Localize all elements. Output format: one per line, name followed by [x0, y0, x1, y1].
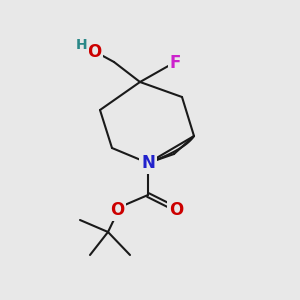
Text: O: O: [169, 201, 183, 219]
Text: H: H: [76, 38, 88, 52]
Text: O: O: [110, 201, 124, 219]
Text: O: O: [87, 43, 101, 61]
Text: N: N: [141, 154, 155, 172]
Text: F: F: [169, 54, 181, 72]
